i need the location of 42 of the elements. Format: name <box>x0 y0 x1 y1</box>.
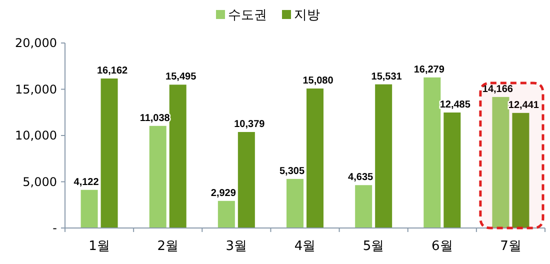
data-label: 16,279 <box>414 64 445 76</box>
y-tick-label: 5,000 <box>22 174 57 189</box>
x-tick-label: 6월 <box>432 239 453 254</box>
y-tick-label: 10,000 <box>15 128 57 142</box>
bar <box>238 132 255 228</box>
bar <box>169 84 186 228</box>
bar <box>444 112 461 228</box>
bar <box>100 78 118 228</box>
y-tick-label: 20,000 <box>15 36 57 50</box>
x-tick-label: 2월 <box>157 239 178 254</box>
data-label: 16,162 <box>96 66 128 76</box>
bar <box>80 190 98 228</box>
data-label: 15,495 <box>166 72 197 83</box>
data-label: 12,485 <box>440 100 471 111</box>
x-tick-label: 4월 <box>294 239 316 254</box>
bar <box>492 96 510 228</box>
data-label: 4,635 <box>348 172 374 184</box>
data-label: 11,038 <box>140 112 170 124</box>
data-label: 2,929 <box>210 188 236 199</box>
data-label: 10,379 <box>234 118 266 130</box>
legend-label: 수도권 <box>228 8 267 23</box>
data-label: 15,531 <box>371 71 402 82</box>
data-label: 12,441 <box>508 100 540 111</box>
bar <box>355 185 372 228</box>
bar <box>512 112 530 228</box>
bar <box>218 200 235 228</box>
data-label: 4,122 <box>74 176 100 188</box>
data-label: 14,166 <box>482 84 514 95</box>
bar <box>306 88 324 228</box>
x-tick-label: 1월 <box>88 239 110 254</box>
bar <box>286 178 304 228</box>
bar <box>424 77 441 228</box>
y-tick-label: 15,000 <box>15 82 57 96</box>
x-tick-label: 3월 <box>226 239 248 254</box>
x-tick-label: 7월 <box>500 239 522 254</box>
data-label: 5,305 <box>279 166 305 177</box>
y-tick-label: - <box>52 221 57 235</box>
bar <box>375 84 392 228</box>
bar <box>149 126 166 228</box>
data-label: 15,080 <box>302 76 334 87</box>
x-tick-label: 5월 <box>362 239 384 254</box>
legend-label: 지방 <box>294 8 320 23</box>
